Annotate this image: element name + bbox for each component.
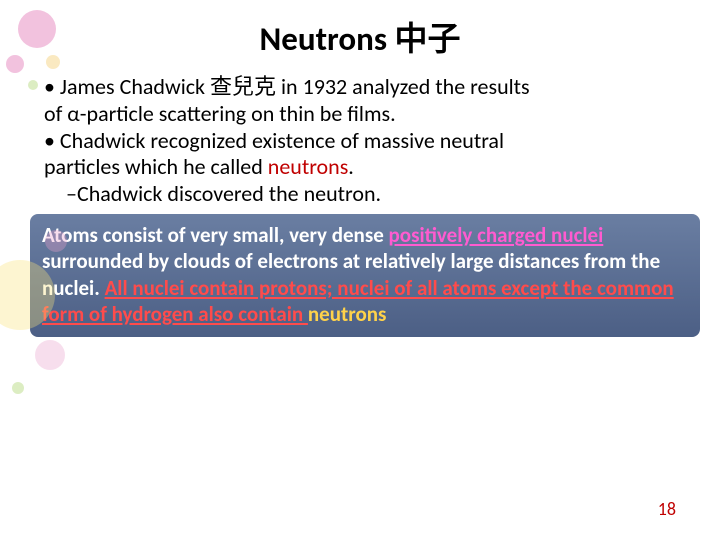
slide-content: Neutrons 中子 • James Chadwick 查兒克 in 1932…	[0, 0, 720, 208]
summary-box: Atoms consist of very small, very dense …	[30, 214, 700, 337]
box-highlight-neutrons: neutrons	[308, 301, 387, 327]
slide-title: Neutrons 中子	[30, 12, 690, 60]
slide-body: • James Chadwick 查兒克 in 1932 analyzed th…	[30, 74, 690, 208]
bullet-2-line-a: • Chadwick recognized existence of massi…	[44, 128, 690, 155]
page-number: 18	[658, 498, 676, 520]
bullet-2-text: particles which he called	[44, 153, 268, 180]
sub-bullet-1: –Chadwick discovered the neutron.	[44, 181, 690, 208]
neutrons-highlight: neutrons	[268, 153, 349, 180]
box-part1: Atoms consist of very small, very dense	[42, 222, 389, 248]
bullet-1-line-a: • James Chadwick 查兒克 in 1932 analyzed th…	[44, 74, 690, 101]
box-highlight-nuclei: positively charged nuclei	[389, 222, 604, 248]
bullet-1-line-b: of α-particle scattering on thin be film…	[44, 101, 690, 128]
bullet-2-line-b: particles which he called neutrons.	[44, 154, 690, 181]
bullet-2-period: .	[348, 153, 354, 180]
